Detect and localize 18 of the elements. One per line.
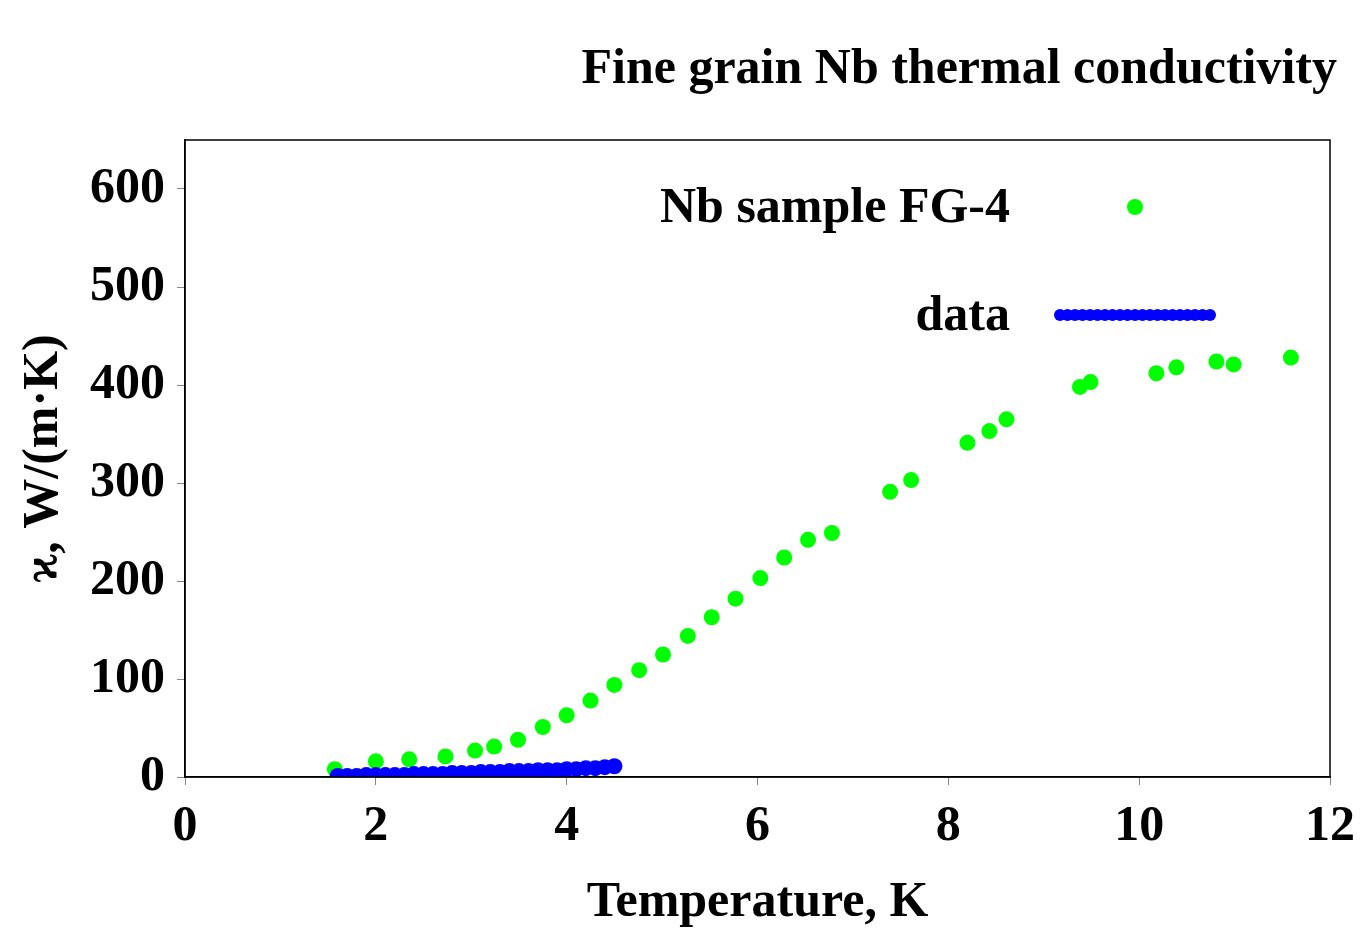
- x-tick-label: 6: [745, 794, 770, 851]
- legend-label: data: [915, 284, 1010, 341]
- y-tick-label: 200: [90, 548, 165, 605]
- x-tick-label: 4: [554, 794, 580, 851]
- y-axis-title: ϰ, W/(m·K): [11, 334, 68, 583]
- y-tick-label: 100: [90, 646, 165, 703]
- y-tick-label: 400: [90, 352, 165, 409]
- y-tick-label: 500: [90, 254, 165, 311]
- x-tick-label: 10: [1114, 794, 1165, 851]
- x-tick-label: 2: [363, 794, 389, 851]
- y-tick-label: 0: [140, 744, 165, 801]
- y-tick-label: 300: [90, 450, 165, 507]
- x-axis-title: Temperature, K: [586, 870, 929, 927]
- y-tick-label: 600: [90, 156, 165, 213]
- legend-label: Nb sample FG-4: [660, 176, 1010, 233]
- x-tick-label: 8: [935, 794, 961, 851]
- x-tick-label: 12: [1305, 794, 1355, 851]
- chart-title: Fine grain Nb thermal conductivity: [581, 37, 1337, 94]
